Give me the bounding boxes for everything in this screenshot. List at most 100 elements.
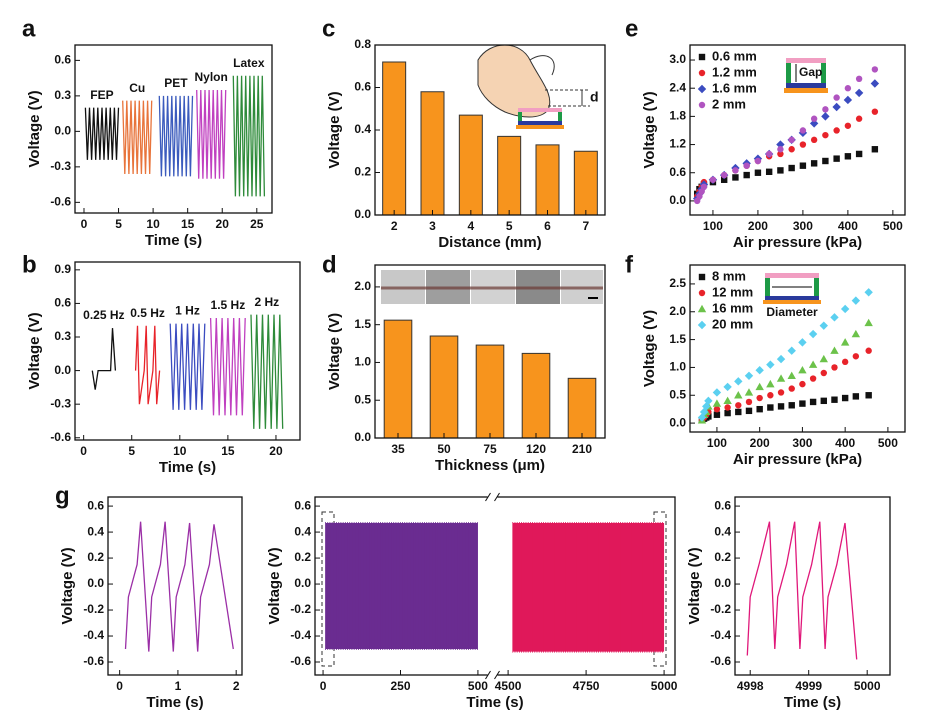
y-axis-title: Voltage (V) <box>326 91 343 168</box>
point <box>798 338 807 347</box>
point <box>732 174 739 181</box>
point <box>766 360 775 369</box>
point <box>777 167 784 174</box>
point <box>809 119 819 128</box>
y-tick-label: 0.0 <box>354 207 371 221</box>
point <box>787 371 796 379</box>
plot-frame <box>107 496 243 676</box>
panel-label: g <box>55 482 70 509</box>
point <box>871 66 879 73</box>
point <box>832 102 841 112</box>
y-tick-label: -0.6 <box>710 654 731 668</box>
point <box>821 112 830 121</box>
y-axis-title: Voltage (V) <box>59 547 76 624</box>
x-tick-label: 75 <box>483 442 497 456</box>
y-tick-label: 1.5 <box>669 332 686 346</box>
point <box>831 396 838 403</box>
legend-marker <box>697 320 707 330</box>
y-tick-label: 0.0 <box>87 576 104 590</box>
point <box>767 404 774 411</box>
legend-label: 8 mm <box>712 268 746 283</box>
point <box>810 136 818 144</box>
x-tick-label: 250 <box>390 679 410 693</box>
y-tick-label: 0.3 <box>54 88 71 102</box>
point <box>720 176 728 183</box>
point <box>855 150 863 158</box>
legend-marker <box>698 53 706 61</box>
legend-label: 1.6 mm <box>712 80 757 95</box>
point <box>724 409 731 417</box>
y-tick-label: 2.0 <box>669 304 686 318</box>
point <box>833 155 840 162</box>
point <box>851 329 861 338</box>
point <box>871 108 879 115</box>
x-tick-label: 210 <box>572 442 592 456</box>
series-line <box>122 100 153 175</box>
x-tick-label: 120 <box>526 442 546 456</box>
bar <box>497 135 522 216</box>
point <box>865 347 872 354</box>
x-tick-label: 15 <box>181 217 195 231</box>
y-tick-label: 0.0 <box>54 124 71 138</box>
point <box>754 157 762 165</box>
x-tick-label: 5000 <box>651 679 678 693</box>
legend-label: 2 mm <box>712 96 746 111</box>
y-axis-title: Voltage (V) <box>641 310 658 387</box>
x-axis-title: Thickness (μm) <box>435 457 545 474</box>
x-tick-label: 4500 <box>495 679 522 693</box>
series-label: 1.5 Hz <box>211 298 246 312</box>
axis-break <box>485 492 491 502</box>
series-line <box>124 521 234 652</box>
x-tick-label: 400 <box>835 436 855 450</box>
y-tick-label: 0.6 <box>54 296 71 310</box>
x-tick-label: 2 <box>391 219 398 233</box>
inset-label: Gap <box>799 65 822 79</box>
point <box>712 388 722 397</box>
y-tick-label: 0.8 <box>354 37 371 51</box>
point <box>745 398 753 406</box>
series-line <box>158 95 194 177</box>
legend-marker <box>698 69 706 77</box>
point <box>865 392 872 399</box>
x-tick-label: 5 <box>115 217 122 231</box>
x-tick-label: 5000 <box>854 679 881 693</box>
x-tick-label: 35 <box>391 442 405 456</box>
point <box>830 346 839 354</box>
x-tick-label: 4 <box>467 219 474 233</box>
y-tick-label: -0.6 <box>50 430 71 444</box>
point <box>820 369 827 377</box>
y-tick-label: 0.9 <box>54 262 71 276</box>
x-tick-label: 0 <box>320 679 327 693</box>
plot-frame <box>374 264 606 439</box>
point <box>844 153 852 160</box>
x-axis-title: Time (s) <box>784 694 841 711</box>
point <box>852 353 860 360</box>
point <box>831 364 838 371</box>
point <box>776 140 785 149</box>
axis-break-gap <box>487 672 498 678</box>
x-tick-label: 5 <box>128 444 135 458</box>
x-tick-label: 0 <box>116 679 123 693</box>
inset-label: Diameter <box>766 305 818 319</box>
y-tick-label: 0.2 <box>714 550 731 564</box>
y-tick-label: 0.6 <box>87 498 104 512</box>
y-axis-title: Voltage (V) <box>26 90 43 167</box>
x-tick-label: 4750 <box>573 679 600 693</box>
signal-envelope <box>512 522 665 652</box>
point <box>820 397 827 405</box>
x-tick-label: 6 <box>544 219 551 233</box>
point <box>808 329 818 339</box>
panel-label: a <box>22 15 36 42</box>
y-tick-label: 2.4 <box>669 80 686 94</box>
y-tick-label: 0.6 <box>54 53 71 67</box>
x-tick-label: 200 <box>750 436 770 450</box>
point <box>870 79 880 88</box>
panel-label: f <box>625 251 634 278</box>
point <box>709 176 717 183</box>
series-label: Cu <box>129 81 145 95</box>
bar <box>567 377 597 439</box>
point <box>735 402 742 409</box>
point <box>788 146 795 153</box>
plot-frame <box>734 496 891 676</box>
